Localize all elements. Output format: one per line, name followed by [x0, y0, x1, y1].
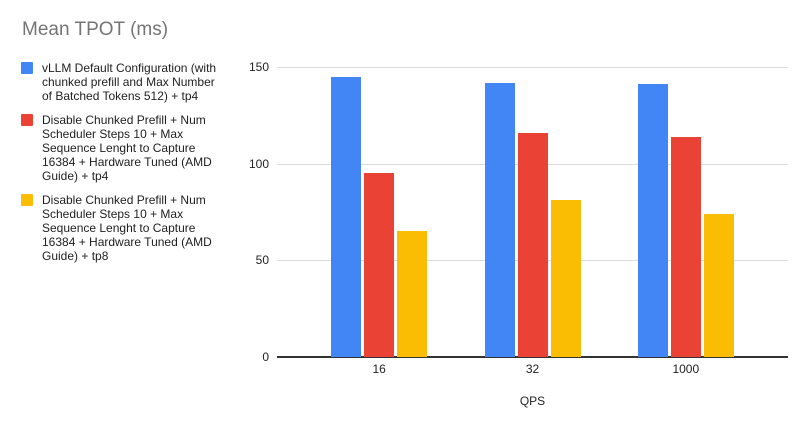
- legend-swatch-icon: [21, 62, 33, 74]
- bar-series1-group-1000: [637, 84, 668, 357]
- bar-series3-group-1000: [703, 213, 734, 357]
- bar-series2-group-32: [517, 132, 548, 357]
- legend-label-line: Disable Chunked Prefill + Num: [42, 113, 206, 127]
- legend-swatch-icon: [21, 114, 33, 126]
- legend-swatch-icon: [21, 194, 33, 206]
- legend-item-series3: Disable Chunked Prefill + Num Scheduler S…: [21, 193, 233, 263]
- bar-series3-group-16: [397, 231, 428, 357]
- legend-item-series1: vLLM Default Configuration (with chunked …: [21, 61, 233, 103]
- legend-label-line: 16384 + Hardware Tuned (AMD: [42, 155, 212, 169]
- legend-label-line: Sequence Lenght to Capture: [42, 141, 196, 155]
- legend-label-line: Sequence Lenght to Capture: [42, 221, 196, 235]
- x-axis-baseline: [277, 356, 788, 358]
- y-tick-label: 50: [255, 253, 269, 268]
- legend-label-line: chunked prefill and Max Number: [42, 75, 215, 89]
- y-tick-label: 0: [262, 350, 269, 364]
- legend-item-label: Disable Chunked Prefill + Num Scheduler S…: [42, 113, 212, 183]
- legend-item-series2: Disable Chunked Prefill + Num Scheduler S…: [21, 113, 233, 183]
- bar-series2-group-1000: [670, 136, 701, 357]
- legend-item-label: vLLM Default Configuration (with chunked …: [42, 61, 216, 103]
- legend-item-label: Disable Chunked Prefill + Num Scheduler S…: [42, 193, 212, 263]
- chart-legend: vLLM Default Configuration (with chunked …: [21, 61, 233, 263]
- x-tick-label: 1000: [672, 362, 700, 376]
- legend-label-line: Disable Chunked Prefill + Num: [42, 193, 206, 207]
- bar-series3-group-32: [550, 200, 581, 357]
- y-tick-label: 150: [248, 60, 269, 74]
- gridline: [277, 67, 788, 68]
- x-axis-title: QPS: [519, 394, 546, 408]
- x-tick-label: 16: [372, 362, 386, 376]
- y-tick-label: 100: [248, 156, 269, 171]
- legend-label-line: 16384 + Hardware Tuned (AMD: [42, 235, 212, 249]
- legend-label-line: Guide) + tp8: [42, 249, 109, 263]
- legend-label-line: Guide) + tp4: [42, 169, 109, 183]
- legend-label-line: of Batched Tokens 512) + tp4: [42, 89, 199, 103]
- bar-series1-group-16: [331, 76, 362, 357]
- chart-title: Mean TPOT (ms): [22, 19, 169, 40]
- x-tick-label: 32: [525, 362, 540, 376]
- bar-series2-group-16: [364, 173, 395, 357]
- legend-label-line: Scheduler Steps 10 + Max: [42, 207, 184, 221]
- legend-label-line: Scheduler Steps 10 + Max: [42, 127, 184, 141]
- plot-area: 0 50 100 150 16 32 1000: [249, 60, 788, 376]
- bar-series1-group-32: [484, 83, 515, 357]
- legend-label-line: vLLM Default Configuration (with: [42, 61, 217, 75]
